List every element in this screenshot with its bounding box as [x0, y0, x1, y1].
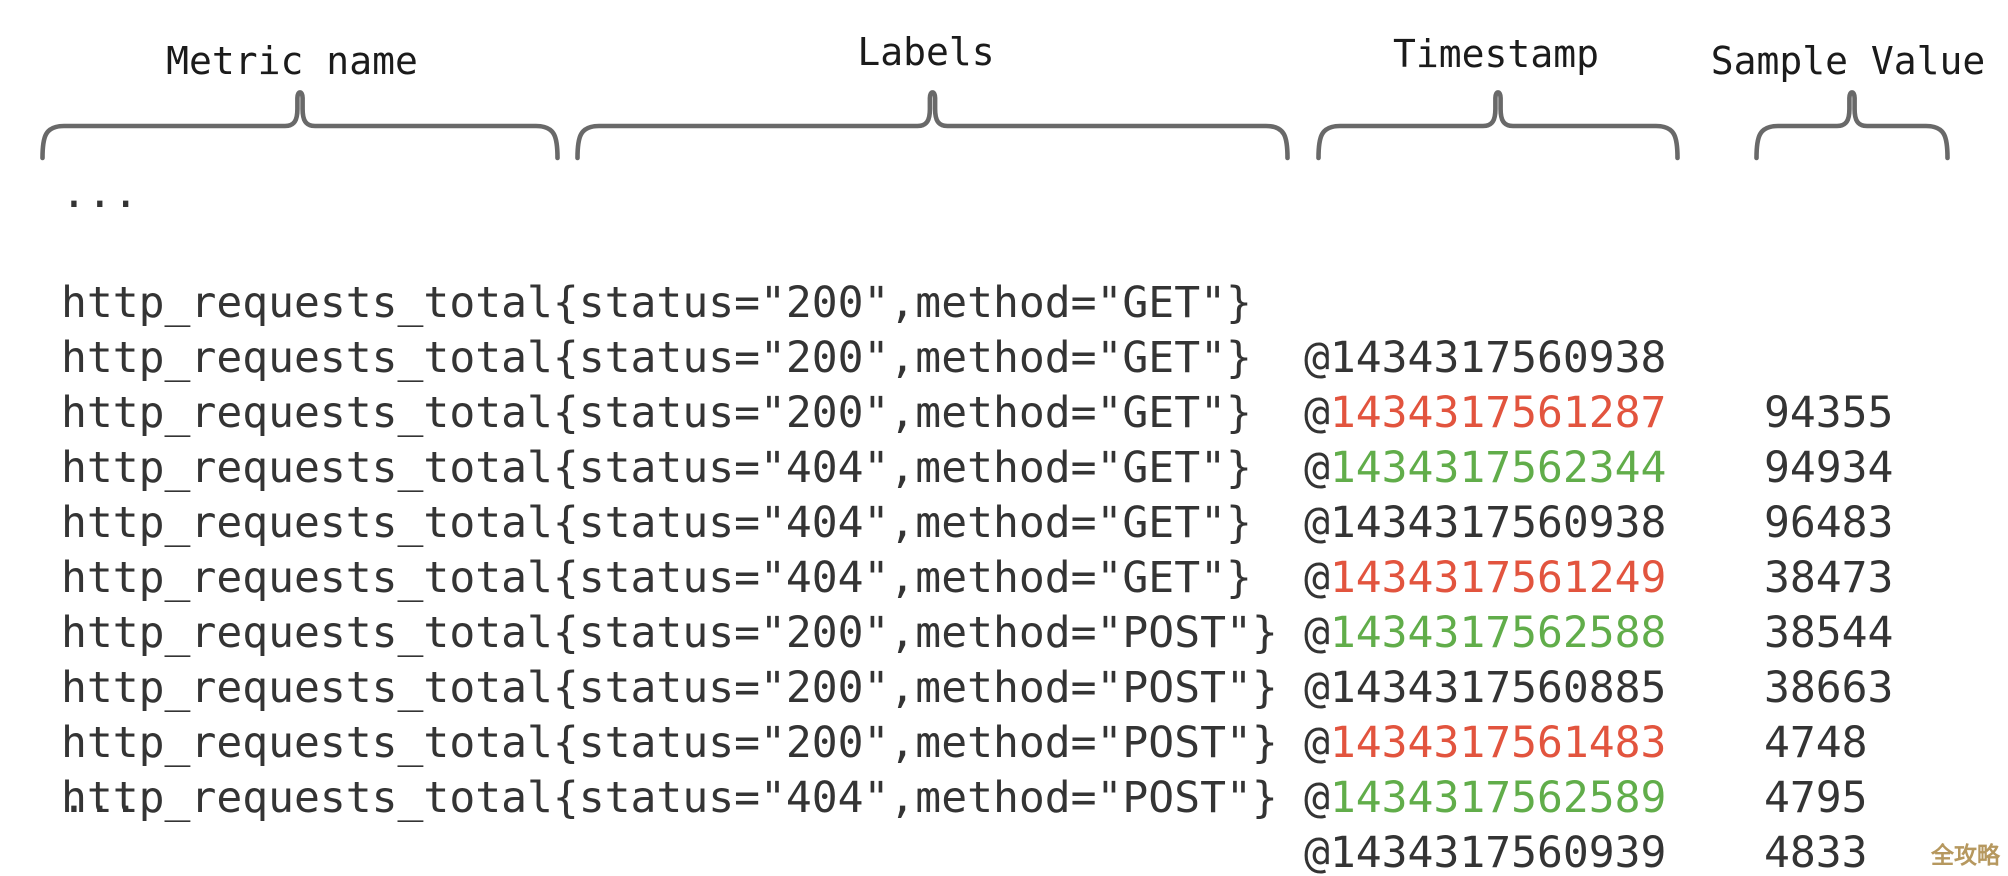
timestamp-brace	[1316, 90, 1680, 161]
series-text: http_requests_total{status="404",method=…	[61, 443, 1252, 493]
timestamp-value: 1434317560938	[1329, 333, 1667, 383]
timestamp-cell: @1434317561287	[1304, 386, 1666, 441]
column-header-labels: Labels	[857, 30, 995, 74]
sample-value-text: 94355	[1764, 388, 1894, 438]
sample-row: http_requests_total{status="404",method=…	[61, 716, 2008, 876]
timestamp-at-sign: @	[1304, 388, 1330, 438]
timestamp-value: 1434317562589	[1329, 773, 1667, 823]
timestamp-value: 1434317560939	[1329, 828, 1667, 876]
timestamp-at-sign: @	[1304, 828, 1330, 876]
timestamp-cell: @1434317562589	[1304, 771, 1666, 826]
timestamp-at-sign: @	[1304, 498, 1330, 548]
ellipsis-top: ...	[61, 168, 139, 218]
column-header-metric-name: Metric name	[166, 39, 418, 83]
timestamp-value: 1434317561483	[1329, 718, 1667, 768]
series-text: http_requests_total{status="200",method=…	[61, 333, 1252, 383]
series-text: http_requests_total{status="200",method=…	[61, 388, 1252, 438]
timestamp-value: 1434317561287	[1329, 388, 1667, 438]
timestamp-at-sign: @	[1304, 718, 1330, 768]
sample-rows: http_requests_total{status="200",method=…	[61, 221, 2008, 876]
timestamp-cell: @1434317562344	[1304, 441, 1666, 496]
sample-value-text: 4795	[1764, 773, 1868, 823]
timestamp-cell: @1434317561483	[1304, 716, 1666, 771]
timestamp-value: 1434317560938	[1329, 498, 1667, 548]
series-text: http_requests_total{status="404",method=…	[61, 553, 1252, 603]
watermark: 全攻略	[1931, 843, 2000, 869]
sample-row: http_requests_total{status="200",method=…	[61, 221, 2008, 438]
series-text: http_requests_total{status="404",method=…	[61, 773, 1278, 823]
sample-value-text: 4833	[1764, 828, 1868, 876]
column-header-timestamp: Timestamp	[1393, 32, 1599, 76]
metric-name-brace	[40, 90, 560, 161]
timestamp-cell: @1434317560939	[1304, 826, 1666, 876]
timestamp-cell: @1434317561249	[1304, 551, 1666, 606]
timestamp-at-sign: @	[1304, 773, 1330, 823]
column-header-sample-value: Sample Value	[1710, 39, 1986, 83]
ellipsis-bottom: ...	[61, 773, 139, 823]
timestamp-cell: @1434317560938	[1304, 331, 1666, 386]
series-text: http_requests_total{status="200",method=…	[61, 608, 1278, 658]
timestamp-at-sign: @	[1304, 553, 1330, 603]
sample-value-text: 94934	[1764, 443, 1894, 493]
labels-brace	[575, 90, 1290, 161]
series-text: http_requests_total{status="404",method=…	[61, 498, 1252, 548]
sample-value-text: 38663	[1764, 663, 1894, 713]
timestamp-at-sign: @	[1304, 443, 1330, 493]
timestamp-cell: @1434317562588	[1304, 606, 1666, 661]
sample-row: http_requests_total{status="404",method=…	[61, 386, 2008, 603]
sample-value-text: 96483	[1764, 498, 1894, 548]
timestamp-at-sign: @	[1304, 333, 1330, 383]
sample-value-text: 38473	[1764, 553, 1894, 603]
timestamp-at-sign: @	[1304, 663, 1330, 713]
sample-row: http_requests_total{status="200",method=…	[61, 331, 2008, 548]
series-text: http_requests_total{status="200",method=…	[61, 663, 1278, 713]
timestamp-value: 1434317561249	[1329, 553, 1667, 603]
sample-row: http_requests_total{status="200",method=…	[61, 276, 2008, 493]
timestamp-value: 1434317562344	[1329, 443, 1667, 493]
timestamp-cell: @1434317560885	[1304, 661, 1666, 716]
sample-value-text: 38544	[1764, 608, 1894, 658]
timestamp-at-sign: @	[1304, 608, 1330, 658]
sample-row: http_requests_total{status="404",method=…	[61, 496, 2008, 713]
timestamp-value: 1434317562588	[1329, 608, 1667, 658]
sample-row: http_requests_total{status="404",method=…	[61, 441, 2008, 658]
sample-row: http_requests_total{status="200",method=…	[61, 606, 2008, 823]
series-text: http_requests_total{status="200",method=…	[61, 718, 1278, 768]
sample-row: http_requests_total{status="200",method=…	[61, 551, 2008, 768]
sample-value-brace	[1754, 90, 1950, 161]
timestamp-cell: @1434317560938	[1304, 496, 1666, 551]
series-text: http_requests_total{status="200",method=…	[61, 278, 1252, 328]
timestamp-value: 1434317560885	[1329, 663, 1667, 713]
sample-value-text: 4748	[1764, 718, 1868, 768]
sample-row: http_requests_total{status="200",method=…	[61, 661, 2008, 876]
samples-list: ... http_requests_total{status="200",met…	[61, 166, 2008, 876]
